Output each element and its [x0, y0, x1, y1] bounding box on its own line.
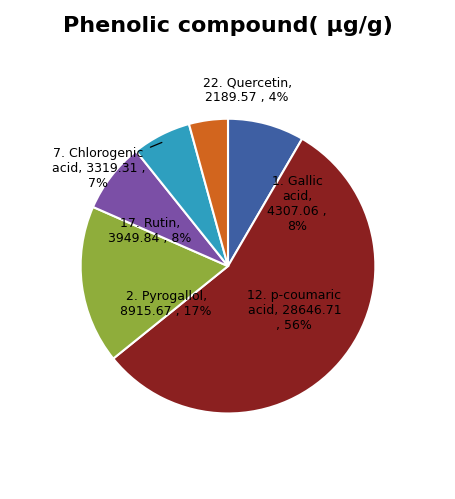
Text: 1. Gallic
acid,
4307.06 ,
8%: 1. Gallic acid, 4307.06 , 8% — [267, 175, 326, 233]
Wedge shape — [113, 139, 374, 414]
Wedge shape — [228, 119, 302, 266]
Wedge shape — [93, 151, 228, 266]
Text: 22. Quercetin,
2189.57 , 4%: 22. Quercetin, 2189.57 , 4% — [202, 76, 291, 104]
Wedge shape — [188, 119, 228, 266]
Text: 7. Chlorogenic
acid, 3319.31 ,
7%: 7. Chlorogenic acid, 3319.31 , 7% — [51, 142, 162, 190]
Wedge shape — [81, 207, 228, 359]
Wedge shape — [136, 124, 228, 266]
Text: 17. Rutin,
3949.84 , 8%: 17. Rutin, 3949.84 , 8% — [108, 217, 191, 245]
Text: 2. Pyrogallol,
8915.67 , 17%: 2. Pyrogallol, 8915.67 , 17% — [120, 290, 212, 318]
Text: 12. p-coumaric
acid, 28646.71
, 56%: 12. p-coumaric acid, 28646.71 , 56% — [247, 289, 341, 332]
Title: Phenolic compound( μg/g): Phenolic compound( μg/g) — [63, 15, 392, 35]
